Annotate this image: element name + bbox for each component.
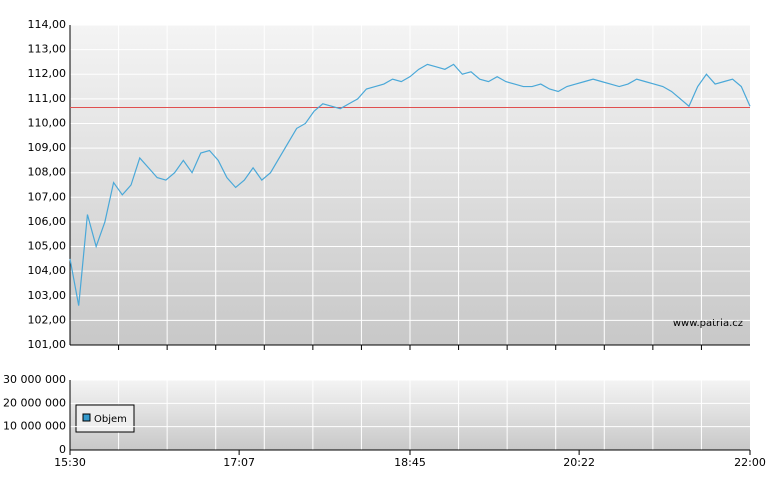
- price-line: [69, 63, 751, 306]
- x-tick-label: 22:00: [734, 456, 766, 469]
- y-tick-label: 112,00: [28, 67, 67, 80]
- x-tick-label: 18:45: [394, 456, 426, 469]
- y-tick-label: 104,00: [28, 264, 67, 277]
- legend-label: Objem: [94, 414, 127, 425]
- y-tick-label: 0: [59, 443, 66, 456]
- x-tick-label: 20:22: [563, 456, 595, 469]
- y-tick-label: 114,00: [28, 18, 67, 31]
- y-tick-label: 102,00: [28, 313, 67, 326]
- y-tick-label: 101,00: [28, 338, 67, 351]
- y-tick-label: 20 000 000: [3, 396, 66, 409]
- y-tick-label: 106,00: [28, 215, 67, 228]
- y-tick-label: 113,00: [28, 43, 67, 56]
- y-tick-label: 108,00: [28, 166, 67, 179]
- vertical-grid: [118, 25, 702, 450]
- y-tick-label: 10 000 000: [3, 420, 66, 433]
- x-tick-label: 17:07: [223, 456, 255, 469]
- y-tick-label: 111,00: [28, 92, 67, 105]
- y-tick-label: 109,00: [28, 141, 67, 154]
- legend-swatch: [82, 413, 91, 422]
- y-tick-label: 30 000 000: [3, 373, 66, 386]
- y-tick-label: 105,00: [28, 240, 67, 253]
- y-tick-label: 107,00: [28, 190, 67, 203]
- y-tick-label: 103,00: [28, 289, 67, 302]
- watermark: www.patria.cz: [673, 318, 743, 329]
- x-tick-label: 15:30: [54, 456, 86, 469]
- y-tick-label: 110,00: [28, 116, 67, 129]
